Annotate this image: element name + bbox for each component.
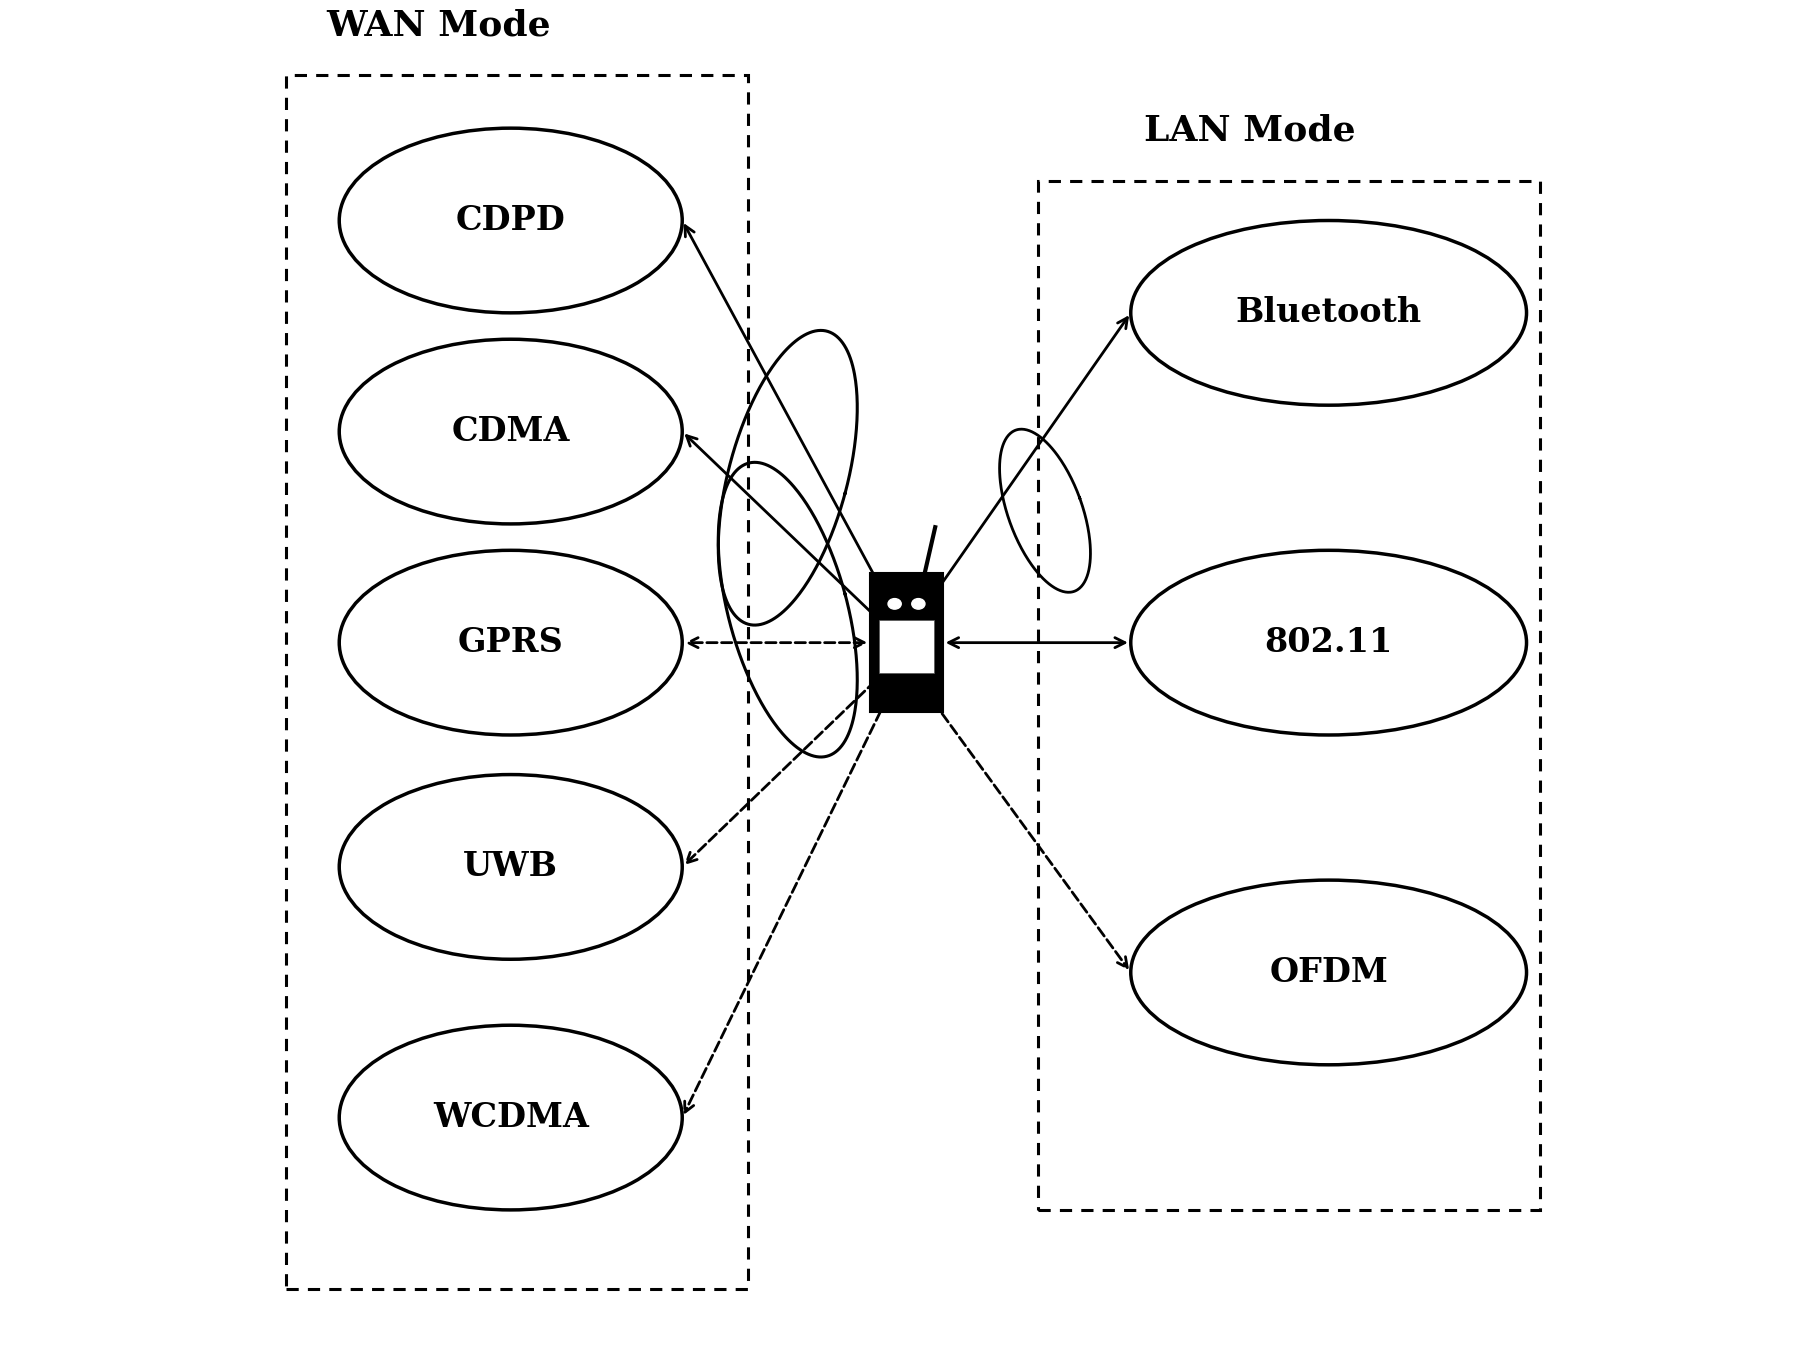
Text: WAN Mode: WAN Mode	[326, 8, 551, 43]
Ellipse shape	[1131, 551, 1527, 735]
Bar	[879, 621, 934, 673]
Text: CDMA: CDMA	[451, 415, 569, 448]
Ellipse shape	[339, 1026, 682, 1210]
Text: UWB: UWB	[464, 851, 558, 883]
Text: WCDMA: WCDMA	[433, 1101, 589, 1135]
Text: GPRS: GPRS	[459, 626, 564, 660]
Ellipse shape	[339, 774, 682, 960]
Text: LAN Mode: LAN Mode	[1144, 114, 1356, 148]
Text: Bluetooth: Bluetooth	[1236, 296, 1421, 330]
Ellipse shape	[1131, 880, 1527, 1065]
Ellipse shape	[339, 551, 682, 735]
Ellipse shape	[1131, 221, 1527, 405]
Bar	[1039, 180, 1539, 1210]
Text: OFDM: OFDM	[1269, 956, 1389, 989]
Ellipse shape	[339, 128, 682, 312]
Ellipse shape	[912, 599, 925, 610]
Text: CDPD: CDPD	[455, 205, 566, 237]
Bar	[286, 75, 749, 1289]
Text: 802.11: 802.11	[1264, 626, 1392, 660]
Ellipse shape	[888, 599, 901, 610]
Bar	[870, 573, 943, 712]
Ellipse shape	[339, 339, 682, 524]
